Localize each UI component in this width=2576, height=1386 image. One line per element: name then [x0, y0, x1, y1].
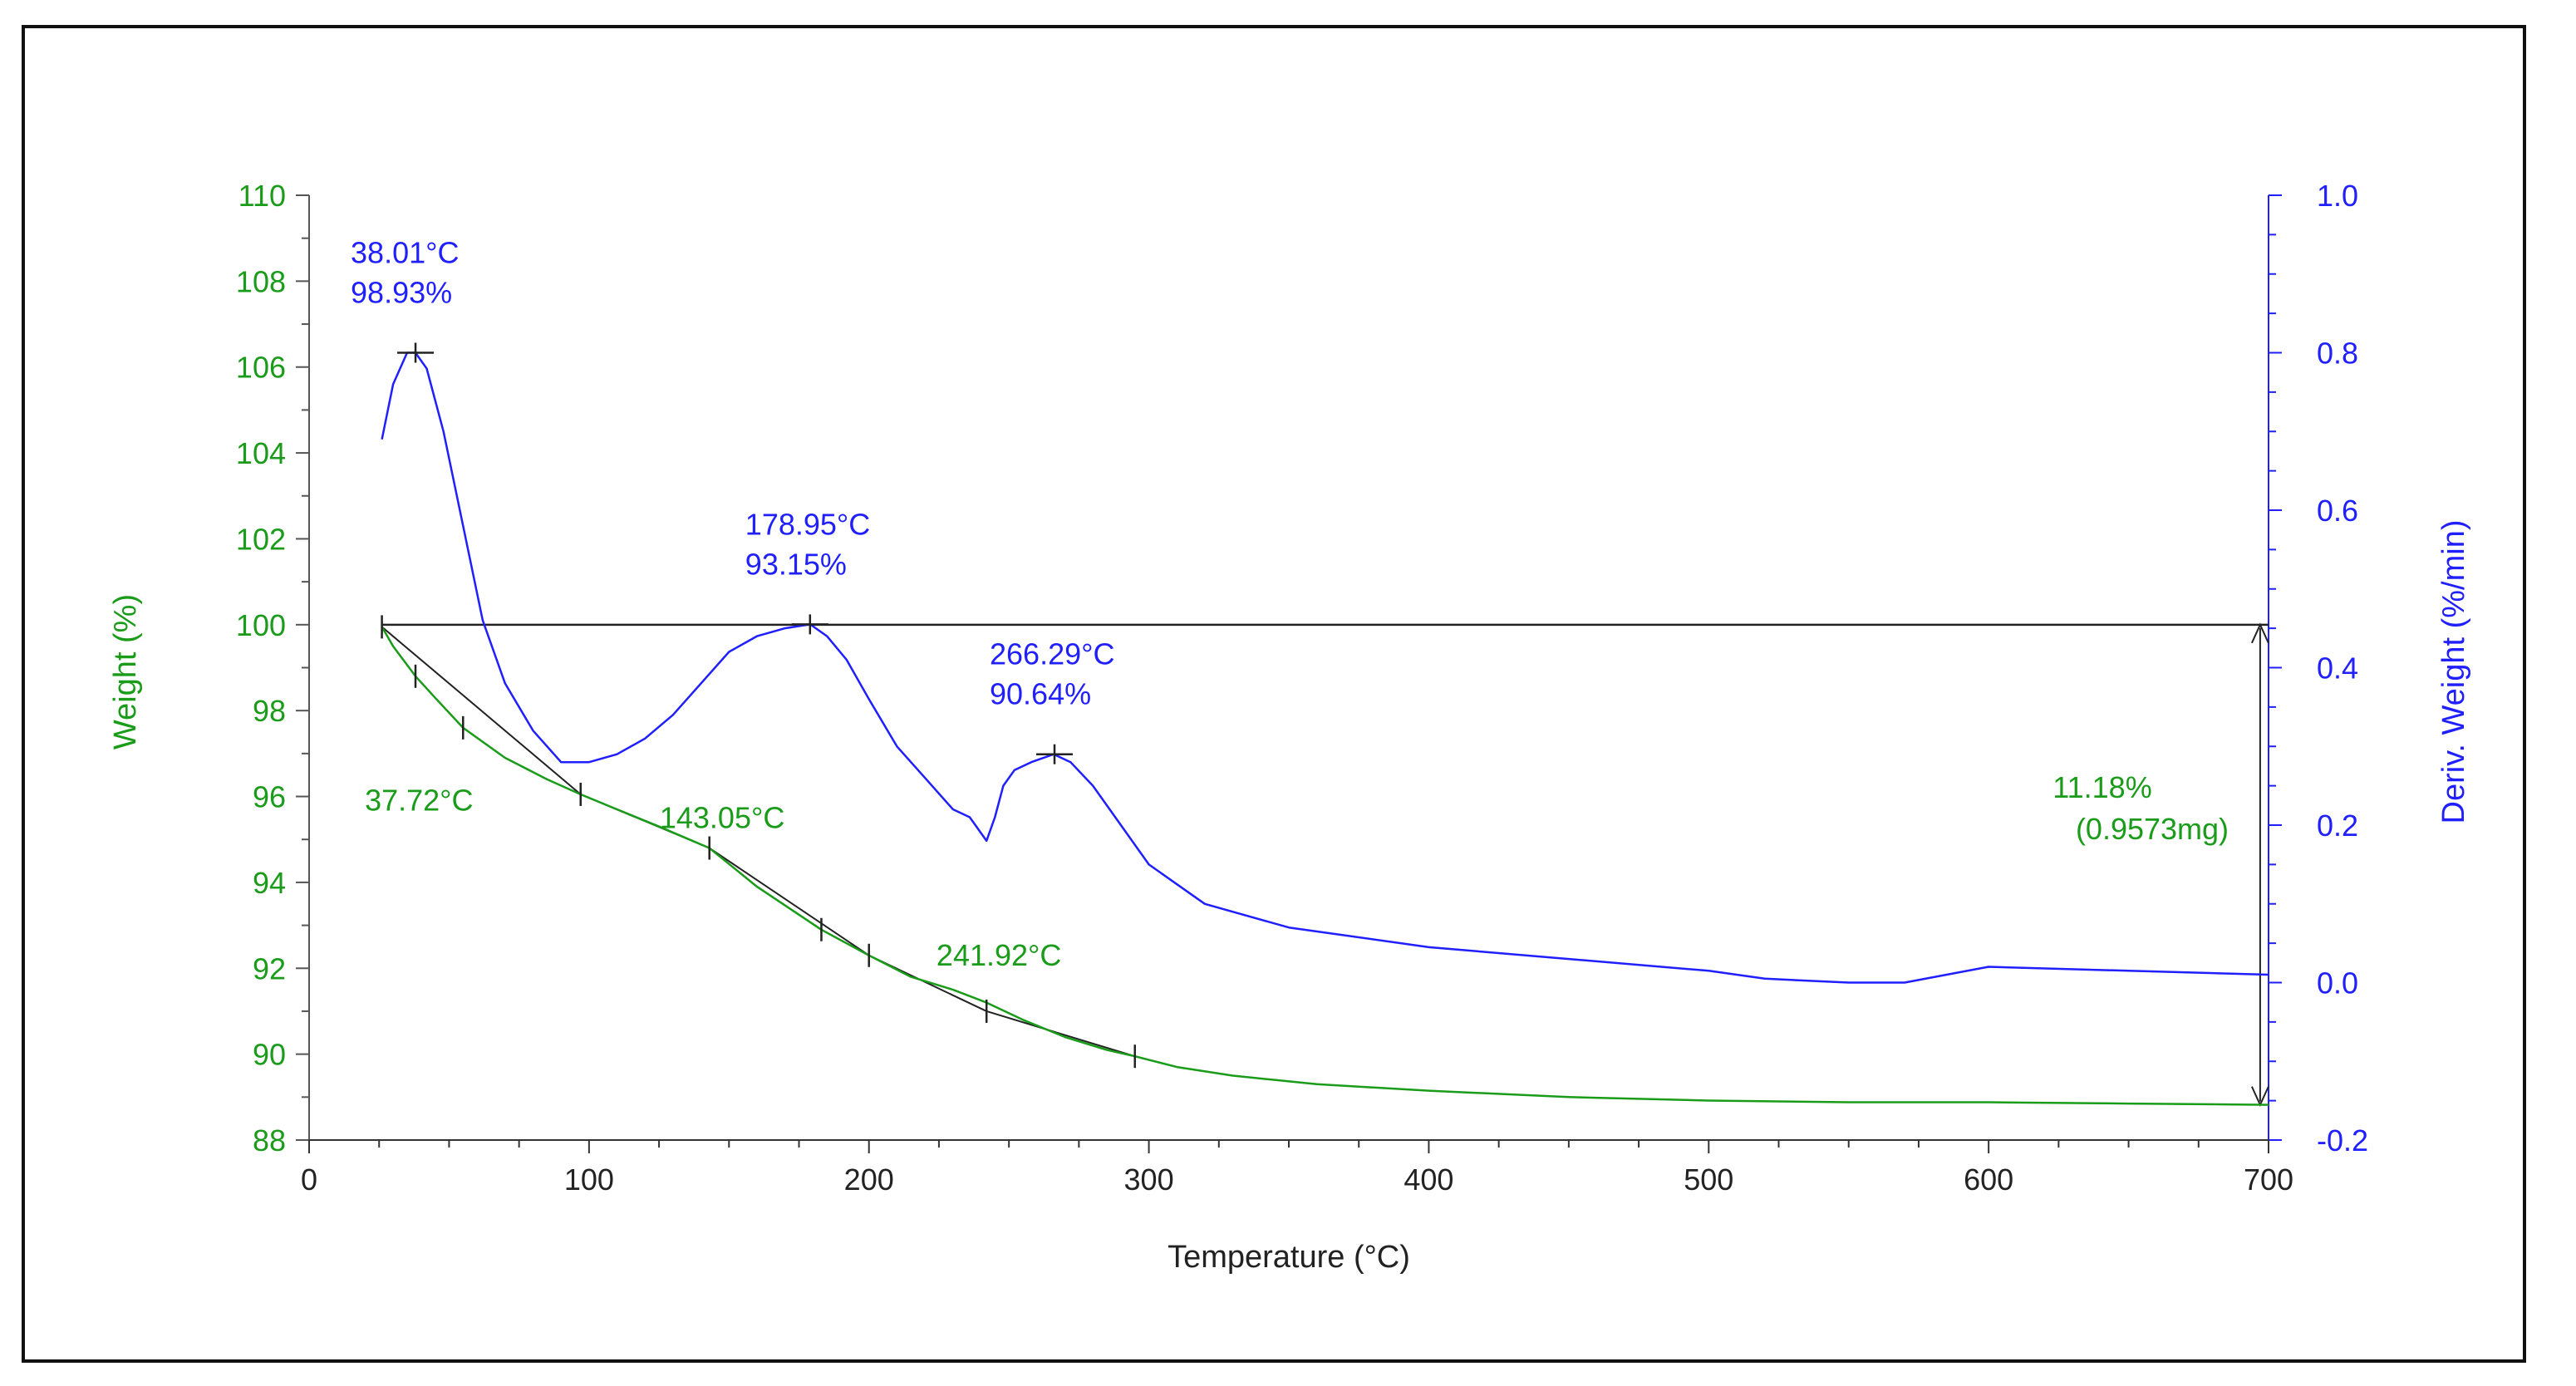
- x-tick-label: 700: [2244, 1162, 2293, 1197]
- x-axis-title: Temperature (°C): [1168, 1240, 1410, 1275]
- x-tick-label: 500: [1684, 1162, 1733, 1197]
- y-left-tick-label: 108: [236, 264, 286, 298]
- peak-temp-label: 178.95°C: [745, 507, 871, 541]
- peak-value-label: 90.64%: [990, 677, 1091, 711]
- step-percent-label: 11.18%: [2052, 770, 2151, 804]
- y-left-tick-label: 106: [236, 351, 286, 385]
- tangent-line: [986, 1010, 1136, 1058]
- x-tick-label: 300: [1124, 1162, 1174, 1197]
- peak-value-label: 93.15%: [745, 547, 847, 581]
- y-left-tick-label: 104: [236, 436, 286, 470]
- deriv-weight-curve: [381, 351, 2269, 984]
- x-tick-label: 100: [564, 1162, 614, 1197]
- y-left-tick-label: 100: [236, 608, 286, 642]
- tangent-line: [709, 847, 870, 956]
- y-right-tick-label: 1.0: [2317, 179, 2358, 213]
- onset-temp-label: 143.05°C: [660, 800, 785, 834]
- y-left-tick-label: 90: [253, 1038, 286, 1072]
- y-left-tick-label: 92: [253, 951, 286, 985]
- y-right-tick-label: -0.2: [2317, 1123, 2368, 1157]
- y-left-tick-label: 88: [253, 1123, 286, 1157]
- onset-temp-label: 37.72°C: [365, 784, 473, 818]
- y-left-tick-label: 98: [253, 694, 286, 728]
- onset-temp-label: 241.92°C: [937, 938, 1062, 972]
- x-tick-label: 400: [1404, 1162, 1453, 1197]
- y-right-axis-title: Deriv. Weight (%/min): [2436, 520, 2471, 824]
- y-left-tick-label: 102: [236, 522, 286, 556]
- peak-temp-label: 38.01°C: [351, 236, 459, 270]
- y-right-tick-label: 0.6: [2317, 494, 2358, 528]
- y-right-tick-label: 0.0: [2317, 966, 2358, 1000]
- x-tick-label: 200: [844, 1162, 894, 1197]
- y-left-tick-label: 96: [253, 780, 286, 814]
- tangent-line: [381, 626, 582, 795]
- y-right-tick-label: 0.2: [2317, 808, 2358, 843]
- y-left-tick-label: 110: [238, 179, 286, 213]
- y-right-tick-label: 0.4: [2317, 651, 2358, 686]
- y-right-tick-label: 0.8: [2317, 337, 2358, 371]
- x-tick-label: 0: [301, 1162, 317, 1197]
- weight-curve: [381, 626, 2269, 1106]
- peak-value-label: 98.93%: [351, 276, 452, 310]
- y-left-tick-label: 94: [253, 866, 286, 900]
- step-mass-label: (0.9573mg): [2076, 812, 2229, 846]
- step-arrow-head-top: [2250, 622, 2269, 644]
- y-left-axis-title: Weight (%): [108, 594, 143, 750]
- peak-temp-label: 266.29°C: [990, 637, 1115, 671]
- x-tick-label: 600: [1964, 1162, 2013, 1197]
